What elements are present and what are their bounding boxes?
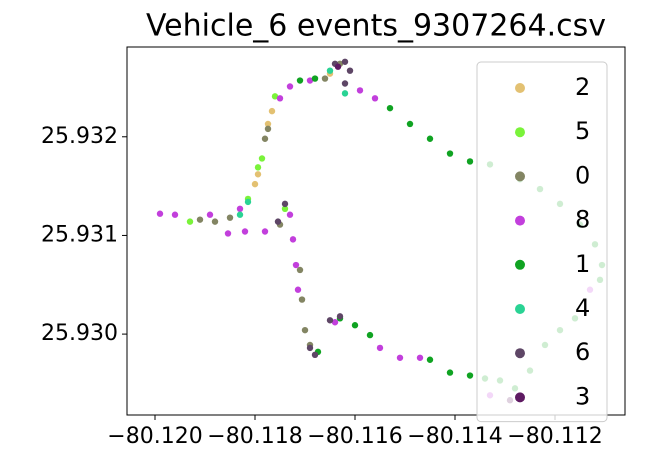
data-point [271, 93, 279, 100]
data-point [236, 211, 244, 218]
data-point [274, 218, 282, 225]
legend-label: 3 [575, 382, 590, 410]
legend-marker [515, 171, 525, 182]
data-point [281, 205, 289, 213]
legend-marker [515, 392, 525, 403]
data-point [298, 296, 306, 303]
data-point [286, 83, 294, 90]
data-point [254, 164, 262, 171]
data-point [196, 216, 204, 223]
legend-label: 6 [575, 338, 590, 366]
data-point [311, 75, 319, 82]
data-point [376, 344, 384, 352]
data-point [268, 107, 276, 115]
legend-marker [515, 83, 525, 93]
plot-frame [126, 46, 626, 416]
data-point [264, 120, 272, 128]
data-point [261, 228, 269, 235]
data-point [206, 211, 214, 218]
data-point [254, 171, 262, 178]
data-point [226, 214, 234, 221]
y-tick-label: 25.930 [41, 321, 118, 346]
data-point [341, 80, 349, 87]
data-point [186, 218, 194, 225]
legend-frame [476, 61, 608, 423]
data-point [321, 75, 329, 82]
data-point [294, 286, 302, 293]
legend-marker [515, 304, 525, 314]
legend-marker [515, 127, 525, 138]
data-point [446, 150, 454, 157]
data-point [306, 77, 314, 84]
data-point [326, 67, 334, 74]
legend-marker [515, 348, 525, 359]
x-tick-label: −80.112 [507, 424, 602, 449]
x-tick-label: −80.116 [307, 424, 402, 449]
data-point [224, 230, 232, 237]
data-point [261, 135, 269, 142]
data-point [466, 372, 474, 379]
data-point [281, 200, 289, 208]
x-tick-label: −80.118 [207, 424, 302, 449]
data-point [276, 95, 284, 102]
data-point [426, 135, 434, 142]
data-point [346, 67, 354, 74]
data-point [371, 95, 379, 102]
legend-label: 8 [575, 206, 590, 234]
legend-label: 2 [575, 73, 590, 101]
data-point [326, 317, 334, 324]
data-point [301, 326, 309, 334]
data-point [336, 313, 344, 320]
legend-label: 0 [575, 161, 590, 189]
y-tick-label: 25.932 [41, 124, 118, 149]
y-tick-label: 25.931 [41, 222, 118, 247]
data-point [286, 211, 294, 218]
x-tick-label: −80.120 [107, 424, 202, 449]
data-point [258, 155, 266, 162]
legend-marker [515, 259, 525, 270]
data-point [289, 236, 297, 243]
data-point [446, 369, 454, 376]
data-point [244, 198, 252, 206]
data-point [351, 322, 359, 329]
legend: 2 5 0 8 1 4 6 3 [476, 61, 608, 423]
data-point [356, 87, 364, 94]
data-point [311, 351, 319, 359]
data-point [251, 180, 259, 188]
data-point [171, 211, 179, 218]
data-point [416, 354, 424, 361]
data-point [241, 228, 249, 235]
legend-label: 4 [575, 294, 590, 322]
legend-label: 1 [575, 250, 590, 278]
legend-label: 5 [575, 117, 590, 145]
data-point [211, 218, 219, 225]
data-point [292, 261, 300, 269]
x-tick-label: −80.114 [407, 424, 502, 449]
data-point [406, 120, 414, 128]
data-point [306, 344, 314, 352]
data-point [296, 266, 304, 274]
data-point [331, 319, 339, 326]
data-point [386, 104, 394, 112]
data-point [334, 63, 342, 70]
data-point [341, 90, 349, 97]
data-point [296, 77, 304, 84]
legend-marker [515, 215, 525, 226]
data-point [366, 331, 374, 339]
data-point [341, 58, 349, 65]
data-point [156, 210, 164, 217]
data-point [264, 125, 272, 133]
data-point [396, 354, 404, 361]
data-point [426, 356, 434, 363]
data-point [236, 205, 244, 213]
data-point [466, 158, 474, 165]
chart-title: Vehicle_6 events_9307264.csv [146, 9, 606, 44]
